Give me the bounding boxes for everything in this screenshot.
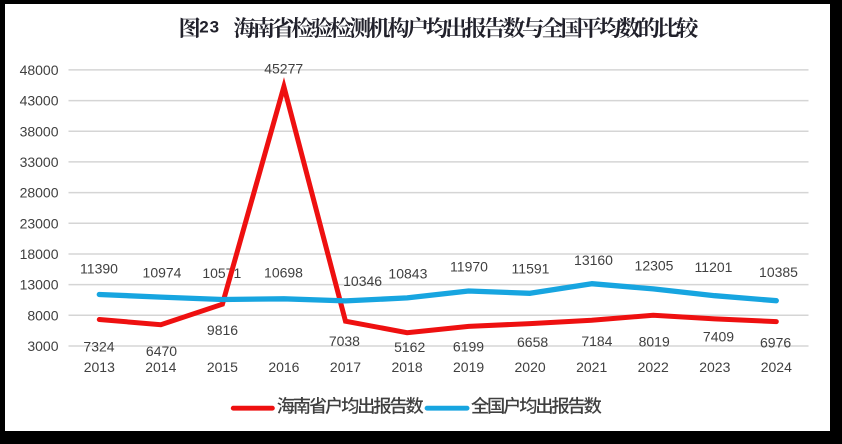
- svg-text:13000: 13000: [20, 277, 59, 293]
- svg-text:33000: 33000: [20, 154, 59, 170]
- svg-text:2023: 2023: [699, 359, 730, 375]
- svg-text:2013: 2013: [84, 359, 115, 375]
- svg-text:6199: 6199: [453, 339, 484, 355]
- svg-text:2015: 2015: [207, 359, 238, 375]
- svg-text:2021: 2021: [576, 359, 607, 375]
- svg-text:2014: 2014: [145, 359, 176, 375]
- svg-text:11970: 11970: [450, 259, 488, 275]
- svg-text:9816: 9816: [207, 322, 238, 338]
- svg-text:11201: 11201: [695, 259, 733, 275]
- svg-text:7324: 7324: [83, 339, 114, 355]
- svg-text:48000: 48000: [20, 62, 59, 78]
- svg-text:13160: 13160: [574, 252, 613, 268]
- svg-text:2024: 2024: [761, 359, 792, 375]
- svg-text:6976: 6976: [760, 334, 791, 350]
- svg-text:18000: 18000: [20, 246, 59, 262]
- svg-text:10346: 10346: [343, 273, 382, 289]
- svg-text:2016: 2016: [268, 359, 299, 375]
- svg-text:23: 23: [199, 18, 220, 37]
- svg-text:5162: 5162: [394, 339, 425, 355]
- svg-text:10571: 10571: [202, 265, 241, 281]
- svg-text:12305: 12305: [635, 258, 674, 274]
- svg-text:45277: 45277: [264, 60, 303, 76]
- svg-text:38000: 38000: [20, 123, 59, 139]
- svg-text:10698: 10698: [264, 265, 303, 281]
- svg-text:43000: 43000: [20, 93, 59, 109]
- svg-text:6658: 6658: [517, 334, 548, 350]
- svg-text:10974: 10974: [143, 265, 182, 281]
- svg-text:23000: 23000: [20, 215, 59, 231]
- svg-text:2017: 2017: [330, 359, 361, 375]
- svg-text:2019: 2019: [453, 359, 484, 375]
- svg-text:8019: 8019: [639, 334, 670, 350]
- svg-text:10385: 10385: [759, 264, 798, 280]
- svg-text:7184: 7184: [581, 333, 612, 349]
- svg-text:2018: 2018: [392, 359, 423, 375]
- svg-text:2020: 2020: [515, 359, 546, 375]
- svg-text:11390: 11390: [80, 261, 118, 277]
- svg-text:2022: 2022: [638, 359, 669, 375]
- svg-text:7038: 7038: [329, 333, 360, 349]
- svg-text:3000: 3000: [27, 338, 58, 354]
- svg-text:8000: 8000: [27, 307, 58, 323]
- svg-text:28000: 28000: [20, 185, 59, 201]
- svg-text:11591: 11591: [512, 261, 550, 277]
- svg-text:7409: 7409: [703, 329, 734, 345]
- svg-text:6470: 6470: [146, 343, 177, 359]
- svg-text:10843: 10843: [388, 266, 427, 282]
